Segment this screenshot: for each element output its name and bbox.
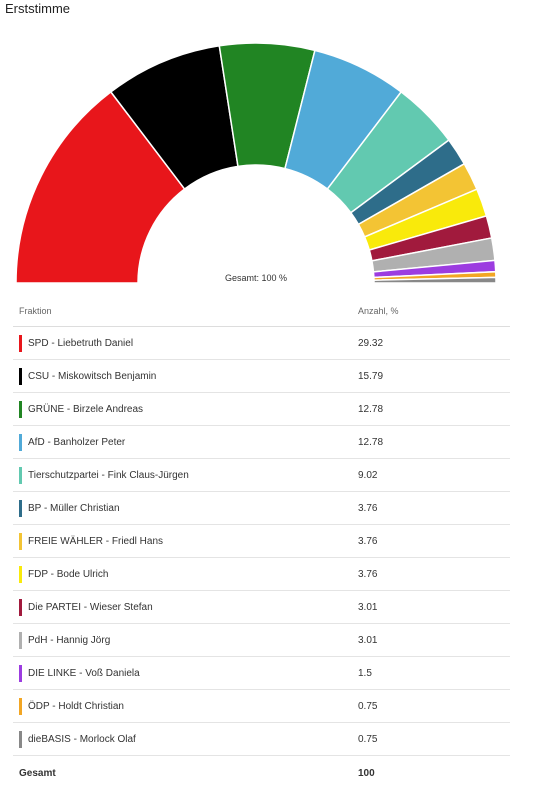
party-name: Die PARTEI - Wieser Stefan xyxy=(28,601,153,613)
slice-0[interactable] xyxy=(15,90,186,284)
party-cell: Die PARTEI - Wieser Stefan xyxy=(13,590,358,624)
color-swatch xyxy=(19,367,22,385)
value-cell: 3.76 xyxy=(358,491,510,525)
party-cell: FDP - Bode Ulrich xyxy=(13,557,358,591)
color-swatch xyxy=(19,598,22,616)
value-cell: 3.01 xyxy=(358,623,510,657)
party-cell: CSU - Miskowitsch Benjamin xyxy=(13,359,358,393)
party-cell: dieBASIS - Morlock Olaf xyxy=(13,722,358,756)
table-row: BP - Müller Christian 3.76 xyxy=(13,491,510,525)
party-name: Tierschutzpartei - Fink Claus-Jürgen xyxy=(28,469,189,481)
total-row: Gesamt 100 xyxy=(13,756,510,791)
table-row: Tierschutzpartei - Fink Claus-Jürgen 9.02 xyxy=(13,458,510,492)
table-row: ÖDP - Holdt Christian 0.75 xyxy=(13,689,510,723)
slice-12[interactable] xyxy=(373,276,497,284)
party-cell: FREIE WÄHLER - Friedl Hans xyxy=(13,524,358,558)
color-swatch xyxy=(19,565,22,583)
table-row: SPD - Liebetruth Daniel 29.32 xyxy=(13,326,510,360)
table-row: AfD - Banholzer Peter 12.78 xyxy=(13,425,510,459)
value-cell: 12.78 xyxy=(358,392,510,426)
total-value: 100 xyxy=(358,767,375,779)
color-swatch xyxy=(19,664,22,682)
table-row: FREIE WÄHLER - Friedl Hans 3.76 xyxy=(13,524,510,558)
party-cell: Tierschutzpartei - Fink Claus-Jürgen xyxy=(13,458,358,492)
column-header-value: Anzahl, % xyxy=(358,296,510,327)
table-row: PdH - Hannig Jörg 3.01 xyxy=(13,623,510,657)
party-cell: PdH - Hannig Jörg xyxy=(13,623,358,657)
semicircle-donut-chart: Gesamt: 100 % xyxy=(15,42,497,284)
color-swatch xyxy=(19,631,22,649)
center-label: Gesamt: 100 % xyxy=(225,273,287,283)
table-row: FDP - Bode Ulrich 3.76 xyxy=(13,557,510,591)
table-row: DIE LINKE - Voß Daniela 1.5 xyxy=(13,656,510,690)
value-cell: 0.75 xyxy=(358,722,510,756)
color-swatch xyxy=(19,466,22,484)
column-header-party: Fraktion xyxy=(13,296,358,327)
party-name: SPD - Liebetruth Daniel xyxy=(28,337,134,349)
color-swatch xyxy=(19,532,22,550)
table-row: CSU - Miskowitsch Benjamin 15.79 xyxy=(13,359,510,393)
table-row: Die PARTEI - Wieser Stefan 3.01 xyxy=(13,590,510,624)
results-table: Fraktion Anzahl, % SPD - Liebetruth Dani… xyxy=(13,296,510,790)
table-row: GRÜNE - Birzele Andreas 12.78 xyxy=(13,392,510,426)
table-row: dieBASIS - Morlock Olaf 0.75 xyxy=(13,722,510,756)
party-name: PdH - Hannig Jörg xyxy=(28,634,111,646)
party-name: ÖDP - Holdt Christian xyxy=(28,700,124,712)
party-name: FREIE WÄHLER - Friedl Hans xyxy=(28,535,164,547)
color-swatch xyxy=(19,334,22,352)
party-name: BP - Müller Christian xyxy=(28,502,120,514)
color-swatch xyxy=(19,730,22,748)
total-label: Gesamt xyxy=(19,767,56,779)
party-name: dieBASIS - Morlock Olaf xyxy=(28,733,136,745)
value-cell: 3.76 xyxy=(358,524,510,558)
chart-title: Erststimme xyxy=(5,1,70,16)
party-cell: DIE LINKE - Voß Daniela xyxy=(13,656,358,690)
color-swatch xyxy=(19,697,22,715)
party-cell: GRÜNE - Birzele Andreas xyxy=(13,392,358,426)
value-cell: 12.78 xyxy=(358,425,510,459)
color-swatch xyxy=(19,400,22,418)
value-cell: 15.79 xyxy=(358,359,510,393)
value-cell: 9.02 xyxy=(358,458,510,492)
value-cell: 1.5 xyxy=(358,656,510,690)
party-name: AfD - Banholzer Peter xyxy=(28,436,126,448)
party-name: FDP - Bode Ulrich xyxy=(28,568,109,580)
party-cell: BP - Müller Christian xyxy=(13,491,358,525)
table-header-row: Fraktion Anzahl, % xyxy=(13,296,510,327)
value-cell: 3.01 xyxy=(358,590,510,624)
value-cell: 29.32 xyxy=(358,326,510,360)
color-swatch xyxy=(19,499,22,517)
party-cell: SPD - Liebetruth Daniel xyxy=(13,326,358,360)
party-cell: AfD - Banholzer Peter xyxy=(13,425,358,459)
party-cell: ÖDP - Holdt Christian xyxy=(13,689,358,723)
party-name: CSU - Miskowitsch Benjamin xyxy=(28,370,157,382)
value-cell: 0.75 xyxy=(358,689,510,723)
party-name: DIE LINKE - Voß Daniela xyxy=(28,667,140,679)
party-name: GRÜNE - Birzele Andreas xyxy=(28,403,144,415)
value-cell: 3.76 xyxy=(358,557,510,591)
color-swatch xyxy=(19,433,22,451)
